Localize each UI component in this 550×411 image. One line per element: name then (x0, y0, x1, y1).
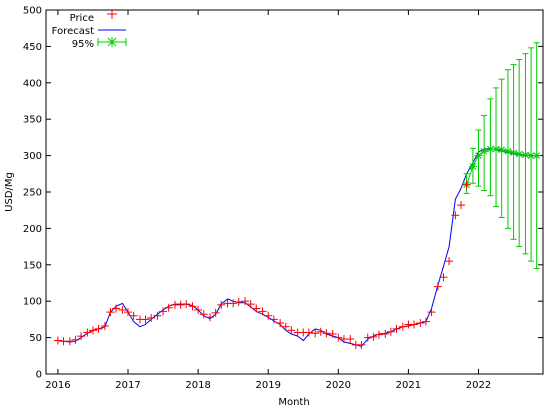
plot-frame (45, 9, 544, 375)
price-point (398, 322, 407, 331)
price-point (129, 311, 138, 320)
price-point (462, 180, 471, 189)
price-point (258, 307, 267, 316)
series-layer (53, 42, 541, 349)
legend: Price Forecast 95% (52, 9, 127, 50)
price-point (433, 282, 442, 291)
price-point (53, 336, 62, 345)
price-point (427, 308, 436, 317)
price-point (252, 304, 261, 313)
y-axis: 0 50 100 150 200 250 300 350 400 450 500 (23, 6, 543, 381)
price-point (322, 329, 331, 338)
price-point (71, 335, 80, 344)
x-tick-label: 2022 (466, 380, 491, 391)
price-point (141, 315, 150, 324)
price-point (416, 319, 425, 328)
price-point (188, 302, 197, 311)
price-point (334, 333, 343, 342)
y-tick-label: 400 (23, 78, 42, 89)
price-point (439, 273, 448, 282)
price-point (153, 311, 162, 320)
price-point (211, 308, 220, 317)
price-point (456, 201, 465, 210)
x-axis-label: Month (278, 397, 309, 408)
price-point (328, 329, 337, 338)
price-point (106, 308, 115, 317)
price-point (100, 321, 109, 330)
x-tick-label: 2019 (255, 380, 280, 391)
price-point (381, 329, 390, 338)
legend-forecast-label: Forecast (52, 26, 94, 37)
legend-price-marker (107, 9, 117, 19)
y-tick-label: 200 (23, 224, 42, 235)
price-point (83, 328, 92, 337)
price-point (159, 307, 168, 316)
price-point (124, 308, 133, 317)
legend-price-label: Price (70, 13, 94, 24)
ci-errorbar (486, 98, 495, 197)
legend-ci-marker (97, 37, 127, 47)
x-tick-label: 2020 (326, 380, 351, 391)
price-point (392, 324, 401, 333)
x-tick-label: 2016 (45, 380, 70, 391)
price-point (88, 326, 97, 335)
price-point (386, 327, 395, 336)
y-tick-label: 450 (23, 42, 42, 53)
y-axis-label: USD/Mg (4, 172, 15, 212)
price-point (316, 327, 325, 336)
price-point (229, 299, 238, 308)
price-point (217, 300, 226, 309)
x-tick-label: 2017 (115, 380, 140, 391)
ci-errorbar (503, 69, 512, 229)
y-tick-label: 500 (23, 6, 42, 17)
price-point (199, 310, 208, 319)
price-point (451, 211, 460, 220)
price-point (65, 337, 74, 346)
price-point (182, 300, 191, 309)
price-point (77, 332, 86, 341)
price-point (311, 329, 320, 338)
y-tick-label: 0 (36, 370, 42, 381)
series-forecast-line (57, 147, 537, 347)
ci-errorbar (497, 78, 506, 218)
price-point (445, 257, 454, 266)
price-point (357, 340, 366, 349)
price-point (206, 313, 215, 322)
ci-errorbar (474, 129, 483, 187)
price-point (94, 324, 103, 333)
price-point (194, 305, 203, 314)
price-point (304, 328, 313, 337)
price-point (281, 322, 290, 331)
price-point (410, 320, 419, 329)
price-point (246, 300, 255, 309)
price-point (269, 315, 278, 324)
price-point (374, 330, 383, 339)
price-point (363, 333, 372, 342)
y-tick-label: 100 (23, 297, 42, 308)
legend-ci-label: 95% (72, 39, 94, 50)
price-point (346, 335, 355, 344)
price-point (287, 326, 296, 335)
price-point (147, 313, 156, 322)
y-tick-label: 150 (23, 260, 42, 271)
price-point (234, 297, 243, 306)
x-axis: 2016 2017 2018 2019 2020 2021 2022 (45, 10, 491, 391)
price-point (112, 304, 121, 313)
price-point (241, 297, 250, 306)
price-point (369, 332, 378, 341)
y-tick-label: 50 (29, 333, 42, 344)
y-tick-label: 350 (23, 115, 42, 126)
price-point (118, 305, 127, 314)
price-point (164, 303, 173, 312)
x-tick-label: 2018 (185, 380, 210, 391)
price-point (264, 311, 273, 320)
price-point (421, 317, 430, 326)
price-point (276, 319, 285, 328)
ci-center-line (466, 148, 537, 185)
x-tick-label: 2021 (396, 380, 421, 391)
y-tick-label: 250 (23, 188, 42, 199)
y-tick-label: 300 (23, 151, 42, 162)
price-point (176, 300, 185, 309)
